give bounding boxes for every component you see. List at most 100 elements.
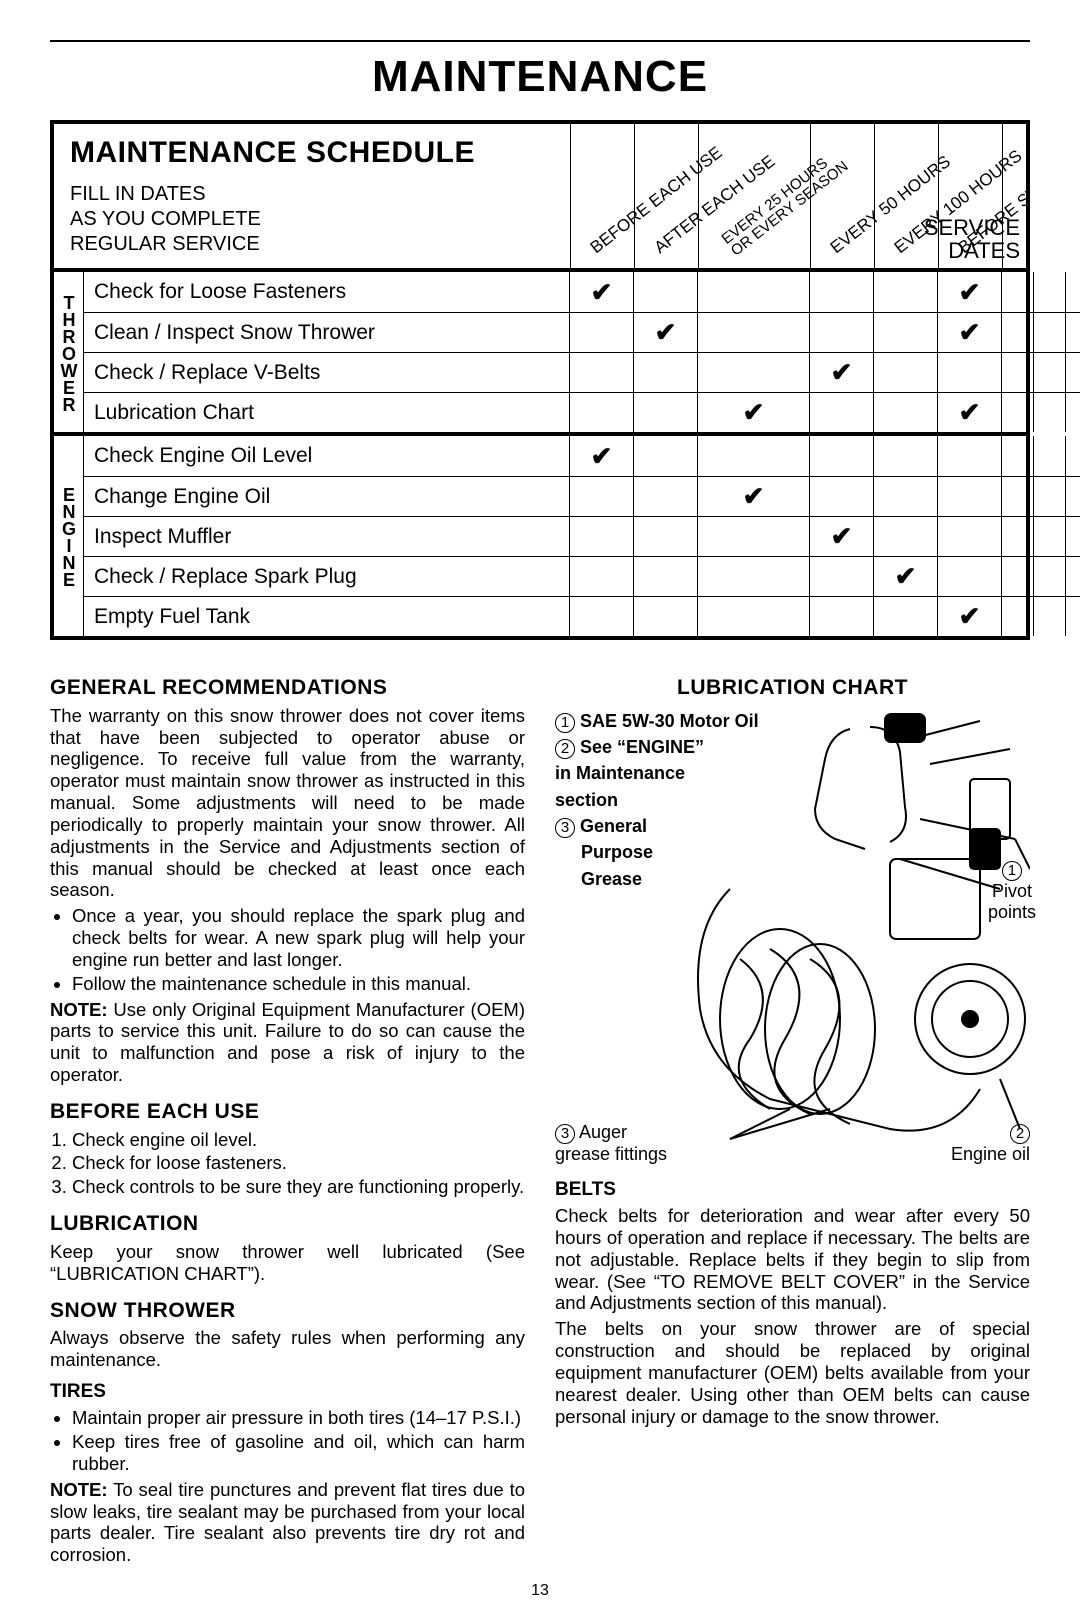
check-cell	[570, 313, 634, 352]
fill-in-dates: FILL IN DATES AS YOU COMPLETE REGULAR SE…	[70, 182, 570, 257]
check-mark-icon: ✔	[655, 317, 677, 348]
bullet: Once a year, you should replace the spar…	[72, 905, 525, 970]
check-cell: ✔	[810, 353, 874, 392]
check-cell: ✔	[698, 477, 810, 516]
check-cell	[874, 393, 938, 432]
check-cell	[634, 517, 698, 556]
lubrication-diagram: 1 SAE 5W-30 Motor Oil 2 See “ENGINE” in …	[555, 709, 1030, 1169]
top-rule	[50, 40, 1030, 42]
service-date-cell	[1066, 477, 1080, 516]
schedule-header-left: MAINTENANCE SCHEDULE FILL IN DATES AS YO…	[54, 124, 570, 268]
check-mark-icon: ✔	[959, 317, 981, 348]
check-cell	[938, 557, 1002, 596]
check-cell	[938, 353, 1002, 392]
task-cell: Check / Replace Spark Plug	[84, 557, 570, 596]
service-date-cell	[1034, 477, 1066, 516]
check-mark-icon: ✔	[591, 277, 613, 308]
task-cell: Check Engine Oil Level	[84, 436, 570, 476]
service-date-cell	[1034, 353, 1066, 392]
list-item: Check for loose fasteners.	[72, 1152, 525, 1174]
service-date-cell	[1066, 313, 1080, 352]
fill-in-line: AS YOU COMPLETE	[70, 207, 570, 232]
check-cell	[634, 436, 698, 476]
schedule-header-diagonals: SERVICE DATES BEFORE EACH USEAFTER EACH …	[570, 124, 1026, 268]
check-mark-icon: ✔	[959, 277, 981, 308]
check-cell	[938, 477, 1002, 516]
check-cell	[810, 597, 874, 636]
check-cell	[874, 436, 938, 476]
check-cell	[810, 477, 874, 516]
check-cell: ✔	[570, 272, 634, 312]
check-cell	[634, 557, 698, 596]
check-cell: ✔	[938, 597, 1002, 636]
schedule-row: Change Engine Oil✔	[84, 476, 1080, 516]
check-mark-icon: ✔	[831, 521, 853, 552]
list-item: Check engine oil level.	[72, 1129, 525, 1151]
check-cell: ✔	[698, 393, 810, 432]
check-cell: ✔	[938, 272, 1002, 312]
service-date-cell	[1066, 557, 1080, 596]
schedule-group: THROWERCheck for Loose Fasteners✔✔Clean …	[54, 272, 1026, 432]
check-cell: ✔	[810, 517, 874, 556]
service-date-cell	[1002, 393, 1034, 432]
interval-col-header: EVERY 25 HOURSOR EVERY SEASON	[698, 124, 810, 268]
schedule-body: THROWERCheck for Loose Fasteners✔✔Clean …	[54, 272, 1026, 636]
check-mark-icon: ✔	[743, 397, 765, 428]
general-bullets: Once a year, you should replace the spar…	[72, 905, 525, 994]
service-date-cell	[1034, 557, 1066, 596]
schedule-group: ENGINECheck Engine Oil Level✔Change Engi…	[54, 432, 1026, 636]
service-date-cell	[1034, 393, 1066, 432]
check-mark-icon: ✔	[895, 561, 917, 592]
group-label: THROWER	[54, 272, 84, 432]
page-title: MAINTENANCE	[50, 52, 1030, 102]
callout-auger: 3 Auger grease fittings	[555, 1122, 667, 1165]
check-cell	[698, 597, 810, 636]
check-cell: ✔	[874, 557, 938, 596]
check-cell	[810, 313, 874, 352]
para-belts-2: The belts on your snow thrower are of sp…	[555, 1318, 1030, 1427]
group-label: ENGINE	[54, 436, 84, 636]
service-date-cell	[1034, 272, 1066, 312]
service-date-cell	[1002, 557, 1034, 596]
service-date-cell	[1066, 272, 1080, 312]
check-cell	[938, 517, 1002, 556]
interval-col-header: EVERY 100 HOURS	[874, 124, 938, 268]
schedule-row: Empty Fuel Tank✔	[84, 596, 1080, 636]
service-date-cell	[1002, 436, 1034, 476]
service-date-cell	[1002, 272, 1034, 312]
service-date-cell	[1002, 517, 1034, 556]
heading-belts: BELTS	[555, 1179, 1030, 1201]
para-lubrication: Keep your snow thrower well lubricated (…	[50, 1241, 525, 1285]
schedule-title: MAINTENANCE SCHEDULE	[70, 136, 570, 170]
check-cell	[570, 597, 634, 636]
check-mark-icon: ✔	[743, 481, 765, 512]
schedule-row: Check / Replace V-Belts✔	[84, 352, 1080, 392]
interval-col-header: BEFORE STORAGE	[938, 124, 1002, 268]
check-cell	[874, 597, 938, 636]
heading-snow-thrower: SNOW THROWER	[50, 1299, 525, 1324]
check-cell	[570, 477, 634, 516]
check-cell	[810, 436, 874, 476]
task-cell: Inspect Muffler	[84, 517, 570, 556]
para-general: The warranty on this snow thrower does n…	[50, 705, 525, 901]
check-cell	[570, 557, 634, 596]
callout-pivot: 1 Pivot points	[988, 859, 1036, 923]
schedule-row: Clean / Inspect Snow Thrower✔✔	[84, 312, 1080, 352]
check-cell	[698, 517, 810, 556]
check-cell	[698, 272, 810, 312]
check-cell	[810, 557, 874, 596]
check-cell	[698, 353, 810, 392]
heading-tires: TIRES	[50, 1381, 525, 1403]
service-date-cell	[1002, 313, 1034, 352]
service-date-cell	[1034, 517, 1066, 556]
check-cell	[698, 436, 810, 476]
check-cell	[634, 597, 698, 636]
bullet: Follow the maintenance schedule in this …	[72, 973, 525, 995]
heading-general: GENERAL RECOMMENDATIONS	[50, 676, 525, 701]
check-cell	[634, 477, 698, 516]
service-date-cell	[1066, 393, 1080, 432]
bullet: Maintain proper air pressure in both tir…	[72, 1407, 525, 1429]
schedule-row: Check for Loose Fasteners✔✔	[84, 272, 1080, 312]
check-cell: ✔	[634, 313, 698, 352]
schedule-row: Inspect Muffler ✔	[84, 516, 1080, 556]
